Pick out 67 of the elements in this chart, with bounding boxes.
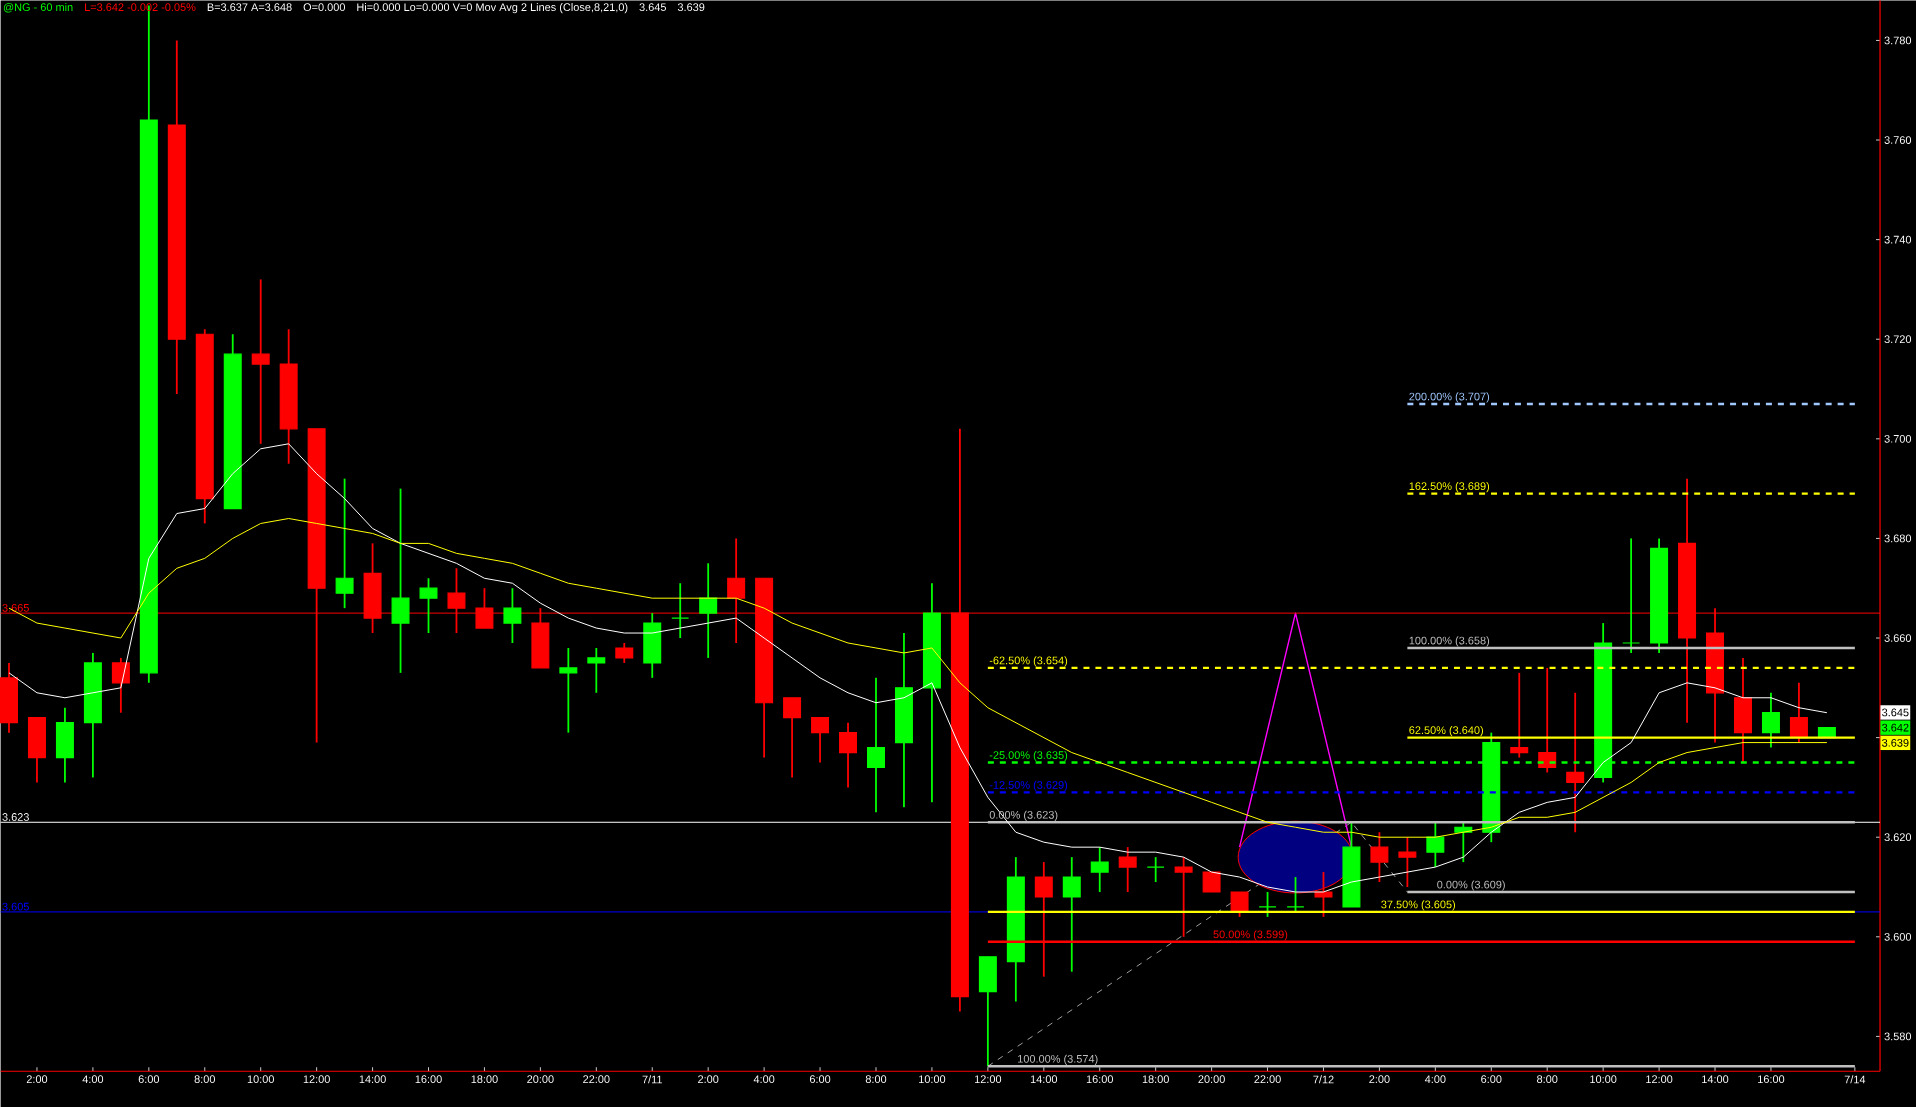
series-label: 162.50% (3.689) <box>1409 481 1490 493</box>
x-tick-label: 16:00 <box>415 1075 442 1083</box>
x-tick-label: 18:00 <box>471 1075 498 1083</box>
ref-line-label: 3.605 <box>2 902 29 911</box>
text: 3.645 <box>1882 708 1909 717</box>
x-tick-label: 8:00 <box>194 1075 215 1083</box>
x-tick-label: 4:00 <box>753 1075 775 1083</box>
y-tick-label: 3.680 <box>1884 534 1912 543</box>
x-tick-label: 14:00 <box>1702 1075 1729 1083</box>
x-tick-label: 10:00 <box>919 1075 946 1083</box>
annotation: 3.639 <box>677 3 705 11</box>
series-label: 200.00% (3.707) <box>1409 392 1490 403</box>
chart-subtitle: L=3.642 -0.002 -0.05% <box>85 3 196 11</box>
x-tick-label: 12:00 <box>303 1075 330 1083</box>
x-tick-label: 14:00 <box>1030 1075 1058 1083</box>
x-tick-label: 12:00 <box>975 1075 1002 1083</box>
x-tick-label: 8:00 <box>1537 1075 1558 1083</box>
x-tick-label: 22:00 <box>583 1075 610 1083</box>
y-tick-label: 3.760 <box>1884 136 1912 144</box>
series-label: 50.00% (3.599) <box>1213 930 1288 941</box>
x-tick-label: 8:00 <box>865 1075 887 1083</box>
ref-line-label: 3.623 <box>2 812 29 821</box>
x-tick-label: 14:00 <box>359 1075 386 1083</box>
y-tick-label: 3.620 <box>1884 833 1912 841</box>
x-tick-label: 7/12 <box>1313 1075 1334 1084</box>
x-tick-label: 7/11 <box>642 1075 662 1084</box>
series-label: -62.50% (3.654) <box>989 656 1068 667</box>
series-label: -12.50% (3.629) <box>989 780 1068 791</box>
x-tick-label: 20:00 <box>1198 1075 1225 1083</box>
y-tick-label: 3.720 <box>1884 335 1912 343</box>
y-tick-label: 3.780 <box>1884 36 1912 45</box>
x-tick-label: 10:00 <box>247 1075 274 1083</box>
x-tick-label: 6:00 <box>1481 1075 1502 1083</box>
text: 3.642 <box>1882 723 1909 732</box>
ref-line-label: 3.665 <box>2 603 29 612</box>
y-tick-label: 3.660 <box>1884 634 1912 642</box>
x-tick-label: 22:00 <box>1254 1075 1281 1083</box>
x-tick-label: 2:00 <box>698 1075 719 1083</box>
x-tick-label: 2:00 <box>1369 1075 1390 1083</box>
x-tick-label: 18:00 <box>1142 1075 1169 1083</box>
x-tick-label: 16:00 <box>1086 1075 1113 1083</box>
series-label: 62.50% (3.640) <box>1409 725 1483 737</box>
annotation: O=0.000 <box>303 3 345 11</box>
x-tick-label: 7/14 <box>1844 1075 1866 1084</box>
series-label: 0.00% (3.609) <box>1437 880 1505 891</box>
series-label: -25.00% (3.635) <box>989 750 1068 761</box>
text: 3.639 <box>1882 738 1909 747</box>
x-tick-label: 6:00 <box>138 1075 160 1083</box>
series-label: 100.00% (3.574) <box>1018 1054 1098 1065</box>
chart-title: @NG - 60 min <box>3 2 73 13</box>
x-tick-label: 6:00 <box>809 1075 831 1083</box>
y-tick-label: 3.700 <box>1884 434 1912 443</box>
series-label: 37.50% (3.605) <box>1381 900 1456 911</box>
x-tick-label: 4:00 <box>82 1075 104 1083</box>
annotation: B=3.637 A=3.648 <box>207 3 292 11</box>
y-tick-label: 3.600 <box>1884 932 1912 941</box>
series-label: 100.00% (3.658) <box>1409 636 1490 647</box>
x-tick-label: 16:00 <box>1758 1075 1785 1083</box>
y-tick-label: 3.740 <box>1884 235 1912 244</box>
annotation: Hi=0.000 Lo=0.000 V=0 Mov Avg 2 Lines (Close,8,21,0) <box>357 2 628 14</box>
y-tick-label: 3.580 <box>1884 1032 1912 1041</box>
x-tick-label: 10:00 <box>1590 1075 1617 1083</box>
x-tick-label: 12:00 <box>1646 1075 1673 1083</box>
x-tick-label: 20:00 <box>527 1075 554 1083</box>
x-tick-label: 4:00 <box>1424 1075 1446 1083</box>
x-tick-label: 2:00 <box>26 1075 48 1083</box>
annotation: 3.645 <box>639 3 667 11</box>
